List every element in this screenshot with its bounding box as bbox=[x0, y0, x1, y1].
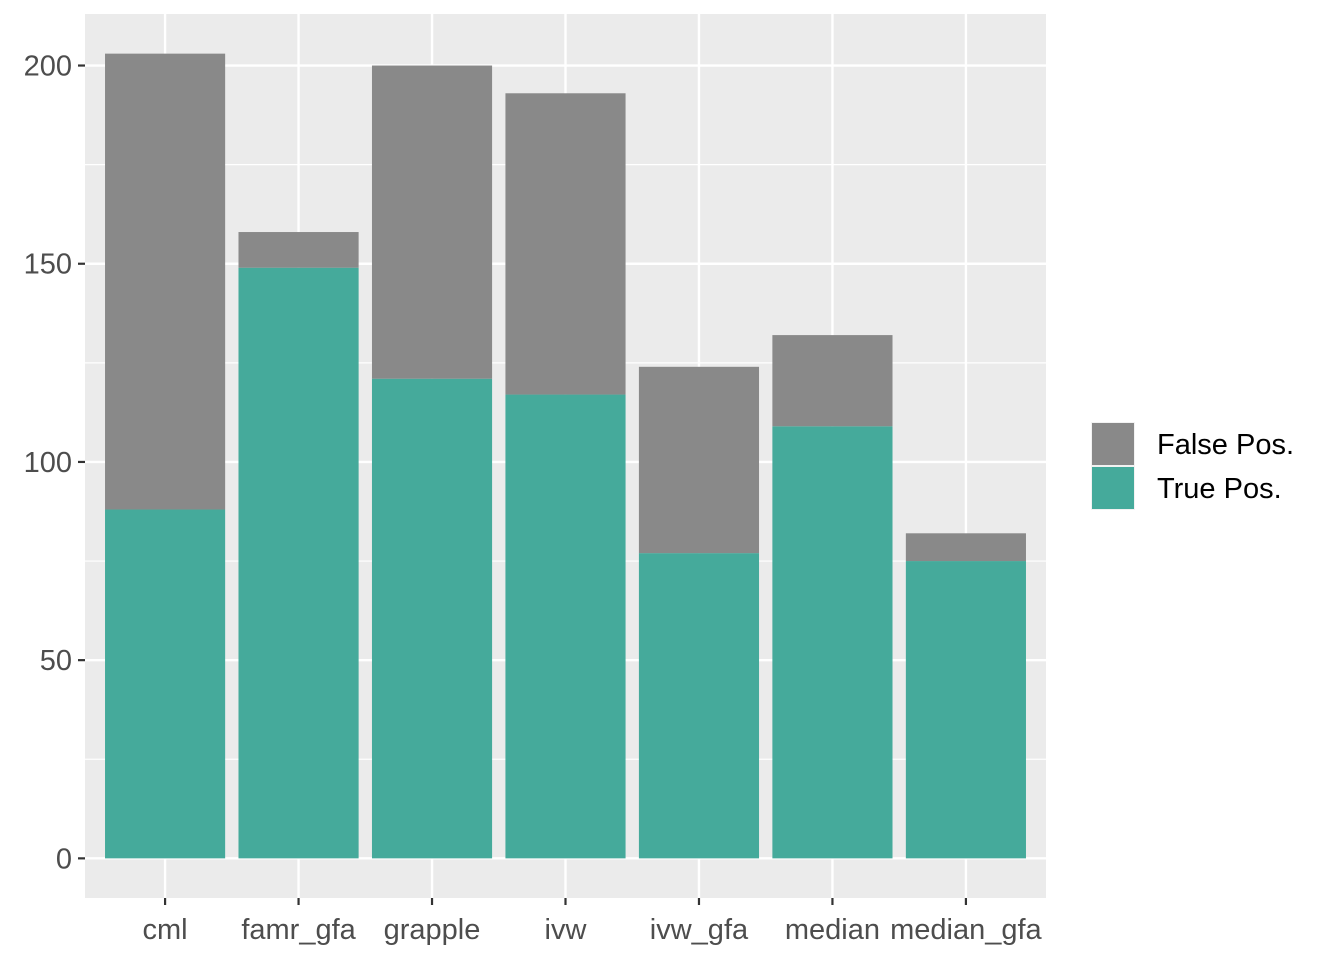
bar-ivw-gfa-true-pos bbox=[638, 553, 760, 859]
bar-grapple-false-pos bbox=[371, 65, 493, 379]
legend-swatch-false-pos bbox=[1092, 423, 1134, 465]
y-tick-label: 100 bbox=[24, 447, 72, 479]
bar-ivw-false-pos bbox=[505, 93, 626, 395]
y-tick-label: 50 bbox=[40, 645, 72, 677]
x-tick-label: median bbox=[785, 914, 880, 946]
y-tick-label: 0 bbox=[56, 843, 72, 875]
bar-ivw-true-pos bbox=[505, 394, 626, 859]
y-axis: 0 50 100 150 200 bbox=[24, 51, 85, 875]
legend-label-false-pos: False Pos. bbox=[1157, 429, 1294, 461]
bar-famr-gfa-false-pos bbox=[238, 232, 359, 268]
x-tick-label: ivw bbox=[545, 914, 588, 946]
bar-median-false-pos bbox=[772, 335, 893, 427]
bar-famr-gfa-true-pos bbox=[238, 267, 359, 859]
legend: False Pos. True Pos. bbox=[1091, 422, 1294, 510]
x-tick-label: cml bbox=[143, 914, 188, 946]
y-tick-label: 150 bbox=[24, 249, 72, 281]
y-tick-label: 200 bbox=[24, 51, 72, 83]
legend-label-true-pos: True Pos. bbox=[1157, 473, 1282, 505]
bar-grapple-true-pos bbox=[371, 378, 493, 859]
bar-median-gfa-false-pos bbox=[905, 533, 1026, 562]
bar-cml-false-pos bbox=[105, 53, 226, 510]
x-tick-label: grapple bbox=[384, 914, 481, 946]
x-tick-label: ivw_gfa bbox=[650, 914, 749, 946]
bar-median-true-pos bbox=[772, 426, 893, 859]
bar-median-gfa-true-pos bbox=[905, 561, 1026, 859]
bar-cml-true-pos bbox=[105, 509, 226, 859]
x-tick-label: famr_gfa bbox=[241, 914, 356, 946]
x-tick-label: median_gfa bbox=[890, 914, 1042, 946]
bars-group bbox=[105, 53, 1026, 859]
bar-ivw-gfa-false-pos bbox=[638, 366, 760, 554]
legend-swatch-true-pos bbox=[1092, 467, 1134, 509]
x-axis: cml famr_gfa grapple ivw ivw_gfa median median… bbox=[143, 898, 1043, 946]
